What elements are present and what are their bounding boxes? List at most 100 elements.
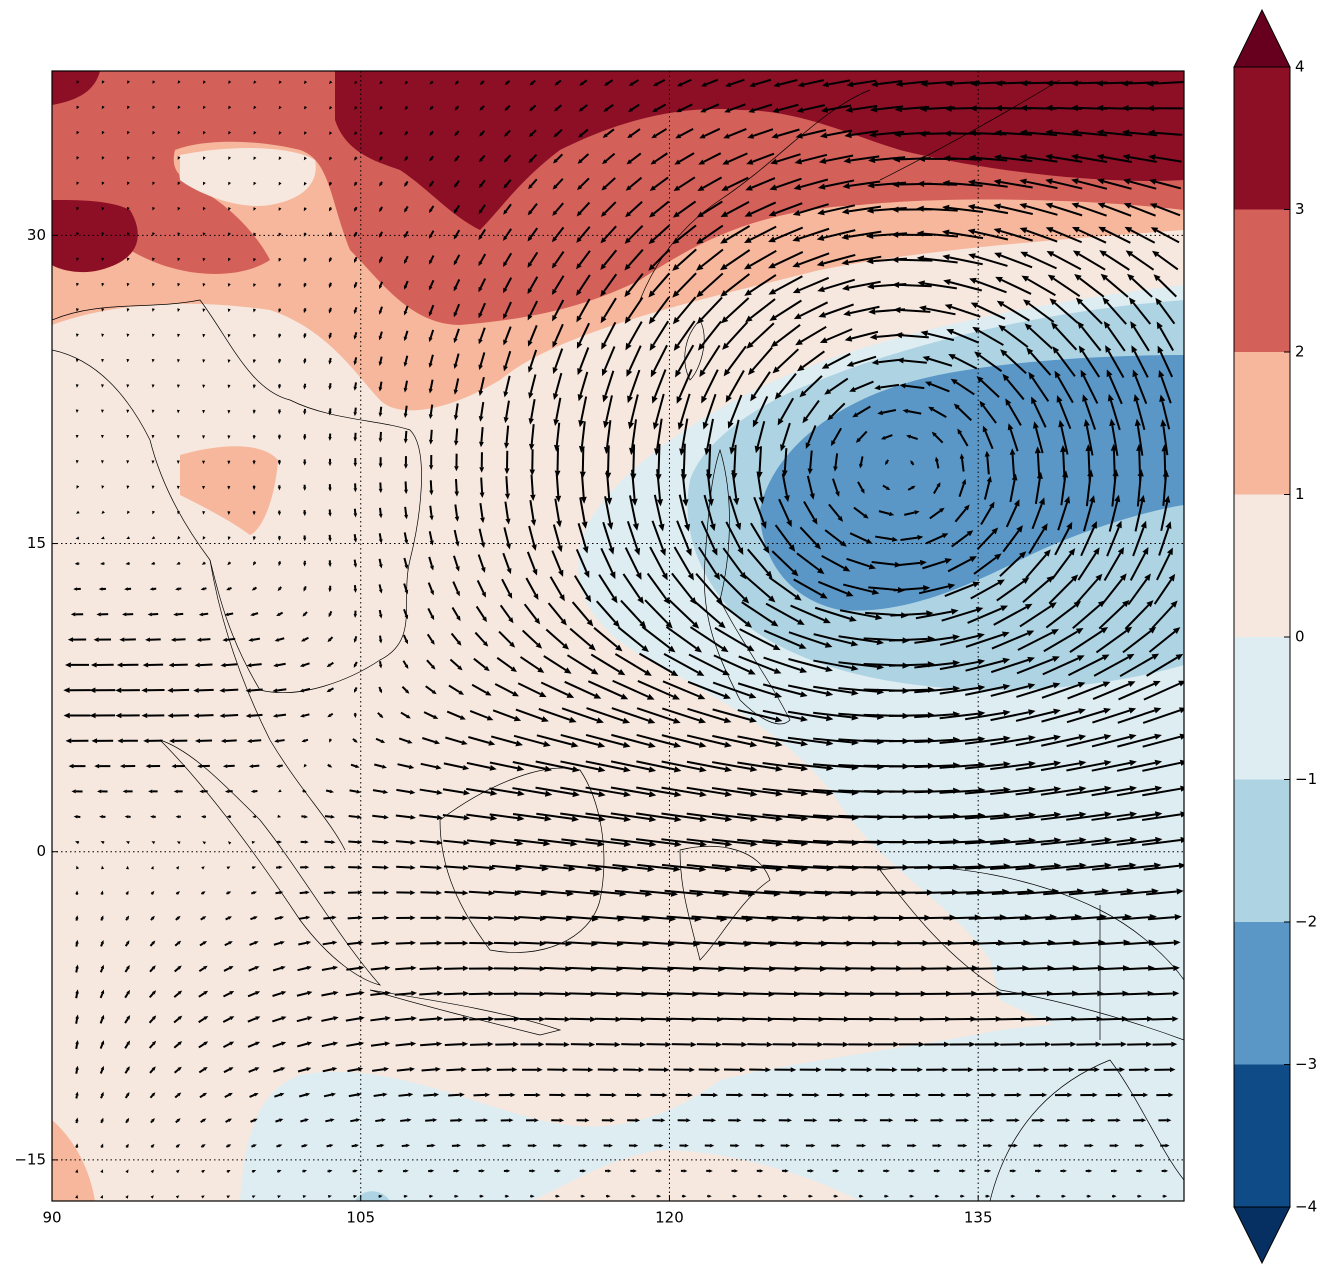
arrow-head (277, 436, 282, 440)
arrow-head (305, 1092, 311, 1097)
arrow-head (355, 764, 360, 768)
arrow-head (649, 211, 656, 218)
arrow-head (572, 790, 580, 798)
arrow-shaft (679, 393, 691, 424)
arrow-shaft (1006, 378, 1025, 401)
arrow-head (202, 181, 206, 186)
arrow-head (279, 890, 284, 895)
arrow-head (408, 1092, 414, 1097)
arrow-head (1046, 1016, 1053, 1022)
arrow-shaft (1098, 604, 1125, 630)
arrow-head (534, 1118, 539, 1123)
arrow-shaft (503, 527, 510, 545)
arrow-head (277, 537, 282, 541)
arrow-head (952, 634, 960, 641)
arrow-head (151, 435, 155, 439)
arrow-head (993, 1067, 999, 1073)
arrow-shaft (198, 688, 214, 692)
arrow-head (434, 739, 441, 745)
arrow-head (1040, 1118, 1046, 1123)
arrow-head (1123, 202, 1132, 209)
arrow-shaft (480, 179, 486, 186)
arrow-head (535, 642, 543, 649)
arrow-head (76, 156, 80, 160)
arrow-shaft (737, 864, 777, 870)
arrow-head (1009, 448, 1016, 455)
arrow-shaft (585, 812, 625, 820)
arrow-head (479, 132, 484, 137)
arrow-head (562, 643, 570, 650)
arrow-head (455, 1169, 460, 1173)
contour-fill (52, 200, 138, 273)
arrow-shaft (753, 496, 765, 523)
arrow-head (1120, 1041, 1127, 1047)
arrow-head (743, 263, 752, 270)
arrow-shaft (824, 529, 843, 544)
arrow-head (1043, 549, 1051, 557)
arrow-head (177, 1066, 182, 1071)
arrow-head (800, 740, 809, 747)
arrow-head (739, 1067, 746, 1073)
arrow-shaft (452, 581, 459, 593)
arrow-shaft (505, 203, 512, 212)
arrow-head (835, 1169, 840, 1173)
arrow-head (202, 257, 206, 262)
arrow-head (252, 384, 256, 389)
arrow-head (456, 640, 462, 646)
arrow-shaft (396, 865, 411, 869)
colorbar-tick-label: 1 (1295, 485, 1305, 503)
arrow-shaft (1048, 992, 1073, 996)
arrow-head (303, 182, 307, 186)
arrow-shaft (298, 916, 307, 920)
arrow-shaft (928, 357, 953, 367)
arrow-shaft (124, 1069, 129, 1074)
arrow-shaft (809, 450, 813, 469)
arrow-head (75, 1143, 79, 1148)
arrow-head (73, 587, 78, 591)
arrow-head (528, 418, 534, 425)
arrow-head (481, 1169, 485, 1173)
arrow-shaft (1077, 204, 1107, 217)
arrow-shaft (580, 471, 585, 498)
arrow-head (201, 1195, 205, 1199)
arrow-shaft (174, 967, 180, 973)
arrow-head (750, 790, 758, 797)
arrow-head (203, 965, 208, 970)
arrow-shaft (512, 761, 546, 770)
arrow-shaft (752, 128, 774, 137)
arrow-head (737, 547, 744, 555)
arrow-head (1050, 322, 1059, 330)
arrow-shaft (925, 307, 956, 316)
arrow-shaft (324, 815, 331, 818)
arrow-head (434, 1092, 440, 1097)
arrow-head (176, 561, 181, 565)
arrow-shaft (329, 282, 332, 285)
arrow-head (150, 890, 155, 895)
arrow-head (649, 343, 657, 351)
arrow-shaft (580, 396, 588, 421)
arrow-head (1070, 104, 1078, 112)
arrow-head (811, 1143, 816, 1148)
arrow-head (1103, 734, 1112, 741)
arrow-shaft (149, 1068, 154, 1074)
arrow-head (558, 1143, 563, 1148)
arrow-head (277, 1195, 282, 1199)
arrow-head (1020, 251, 1028, 258)
arrow-shaft (354, 382, 357, 387)
arrow-head (1041, 523, 1048, 531)
arrow-shaft (627, 297, 644, 319)
arrow-head (148, 789, 153, 794)
arrow-shaft (838, 635, 878, 643)
arrow-shaft (425, 685, 434, 693)
arrow-shaft (370, 992, 386, 997)
arrow-shaft (787, 788, 827, 794)
arrow-head (685, 548, 692, 557)
arrow-head (483, 665, 490, 672)
arrow-head (819, 337, 828, 344)
arrow-head (861, 1143, 867, 1148)
arrow-head (738, 1092, 744, 1098)
arrow-head (727, 421, 734, 429)
arrow-head (656, 499, 664, 507)
arrow-head (959, 453, 965, 459)
arrow-head (303, 1169, 308, 1173)
